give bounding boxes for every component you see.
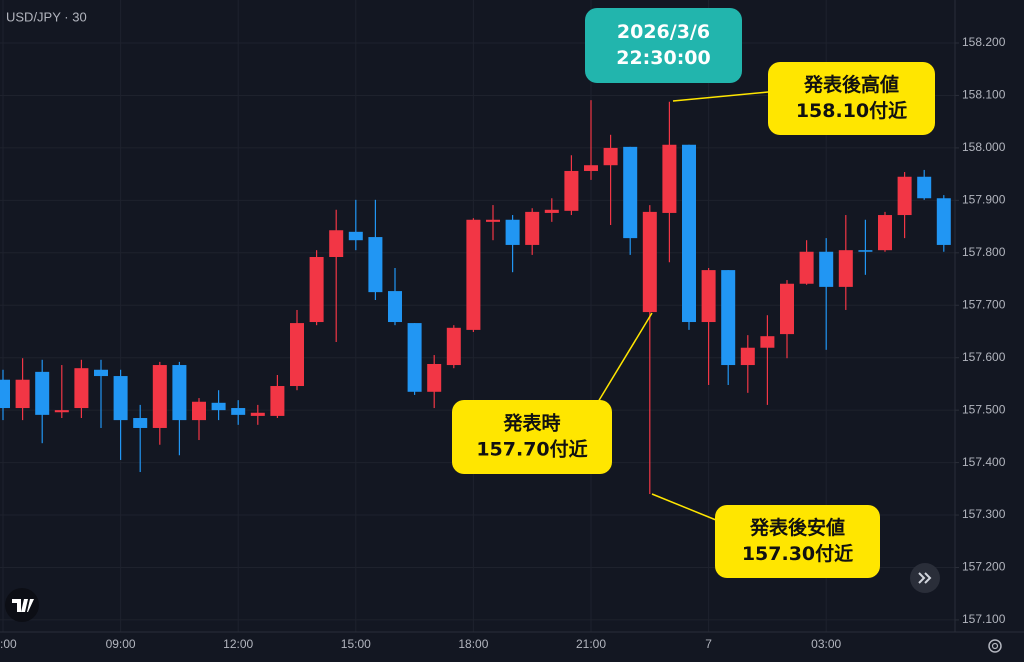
candle-body — [152, 365, 167, 428]
candle-body — [329, 230, 344, 257]
annotation-text: 発表後高値 — [803, 73, 899, 96]
candle-body — [35, 371, 50, 415]
candle-body — [819, 251, 834, 287]
y-tick-label: 157.400 — [962, 455, 1006, 469]
candle-body — [838, 250, 853, 287]
candle-body — [250, 412, 265, 416]
candle-body — [388, 291, 402, 323]
candle-body — [74, 368, 89, 409]
connector — [672, 91, 769, 102]
candle-body — [211, 402, 226, 411]
candle-body — [407, 323, 422, 392]
candle-body — [780, 283, 794, 335]
x-tick-label: 18:00 — [458, 637, 488, 651]
y-tick-label: 157.600 — [962, 350, 1006, 364]
candle-body — [486, 219, 500, 222]
x-tick-label: 03:00 — [811, 637, 841, 651]
logo — [5, 588, 39, 622]
candle-body — [172, 365, 187, 421]
candle-body — [760, 336, 775, 348]
candle-body — [584, 165, 598, 171]
candle-body — [505, 219, 520, 245]
candle-body — [682, 144, 696, 323]
annotation-text: 発表後安値 — [749, 516, 845, 539]
candle-body — [15, 379, 30, 409]
candle-body — [721, 270, 736, 366]
x-tick-label: 15:00 — [341, 637, 371, 651]
annotation-text: 157.30付近 — [742, 542, 853, 565]
annotation-box — [715, 505, 880, 578]
candle-body — [603, 147, 618, 166]
x-tick-label: 7 — [705, 637, 712, 651]
candle-body — [231, 408, 246, 415]
annotation-box — [585, 8, 742, 83]
y-tick-label: 157.200 — [962, 560, 1006, 574]
candle-body — [270, 386, 285, 416]
y-tick-label: 157.900 — [962, 193, 1006, 207]
candle-body — [642, 211, 657, 313]
annotation-text: 発表時 — [502, 412, 560, 435]
candle-body — [662, 144, 677, 213]
y-tick-label: 158.100 — [962, 88, 1006, 102]
candle-body — [878, 215, 892, 251]
y-tick-label: 157.700 — [962, 297, 1006, 311]
y-tick-label: 157.300 — [962, 507, 1006, 521]
connector — [651, 493, 717, 521]
candle-body — [897, 176, 912, 216]
annotation-text: 22:30:00 — [616, 47, 711, 69]
candle-body — [799, 251, 814, 284]
candle-body — [623, 146, 638, 239]
y-tick-label: 157.800 — [962, 245, 1006, 259]
candle-body — [348, 231, 363, 241]
candle-body — [113, 376, 128, 421]
annotation-box — [768, 62, 935, 135]
connector — [597, 312, 653, 403]
annotation-text: 157.70付近 — [476, 438, 587, 461]
candle-body — [740, 347, 755, 366]
x-tick-label: 21:00 — [576, 637, 606, 651]
candle-body — [133, 418, 148, 428]
y-tick-label: 158.000 — [962, 140, 1006, 154]
candle-body — [936, 198, 951, 245]
settings-icon[interactable] — [988, 639, 1002, 653]
scroll-button[interactable] — [910, 563, 940, 593]
candle-body — [564, 170, 579, 211]
candle-body — [917, 176, 932, 199]
chart-title: USD/JPY · 30 — [6, 9, 87, 24]
candle-body — [446, 327, 461, 366]
candle-body — [701, 270, 716, 323]
annotation-box — [452, 400, 612, 474]
y-tick-label: 157.100 — [962, 612, 1006, 626]
x-tick-label: 09:00 — [106, 637, 136, 651]
candle-body — [290, 323, 304, 387]
candle-body — [544, 209, 559, 213]
y-tick-label: 158.200 — [962, 35, 1006, 49]
annotation-text: 2026/3/6 — [617, 21, 710, 43]
x-tick-label: 12:00 — [223, 637, 253, 651]
y-tick-label: 157.500 — [962, 402, 1006, 416]
candle-body — [858, 250, 873, 252]
candle-body — [0, 379, 10, 409]
candle-body — [466, 219, 481, 330]
candle-body — [54, 410, 69, 413]
candle-body — [427, 363, 442, 392]
candles — [0, 100, 951, 495]
candle-body — [525, 211, 540, 245]
candle-body — [309, 256, 324, 323]
candle-body — [192, 401, 206, 421]
candle-body — [94, 369, 108, 377]
candle-body — [368, 237, 383, 293]
axes: 158.200 158.100 158.000 157.900 157.800 157.7… — [0, 35, 1006, 651]
annotation-text: 158.10付近 — [796, 99, 907, 122]
x-tick-label: :00 — [0, 637, 17, 651]
